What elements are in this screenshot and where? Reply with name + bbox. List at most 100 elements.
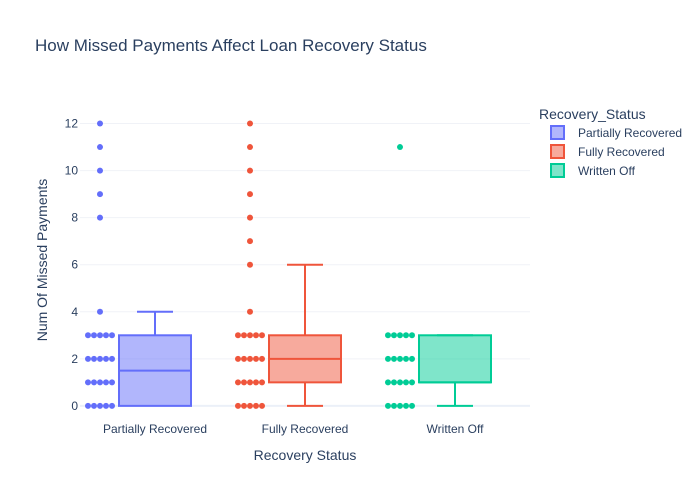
data-point (241, 402, 247, 409)
data-point (259, 379, 265, 386)
data-point (103, 355, 109, 362)
y-tick-label: 6 (71, 258, 78, 272)
data-point (385, 402, 391, 409)
data-point (403, 402, 409, 409)
data-point (97, 355, 103, 362)
data-point (241, 332, 247, 339)
data-point (409, 355, 415, 362)
data-point (403, 332, 409, 339)
data-point (409, 379, 415, 386)
y-tick-label: 2 (71, 352, 78, 366)
data-point (97, 191, 103, 198)
data-point (235, 379, 241, 386)
y-tick-label: 0 (71, 399, 78, 413)
data-point (235, 355, 241, 362)
data-point (109, 332, 115, 339)
y-tick-label: 4 (71, 305, 78, 319)
data-point (391, 402, 397, 409)
legend-label: Written Off (578, 164, 636, 178)
data-point (247, 402, 253, 409)
data-point (247, 355, 253, 362)
box-trace (85, 120, 192, 409)
x-tick-label: Partially Recovered (103, 422, 207, 436)
legend-item: Partially Recovered (550, 125, 682, 140)
legend-item: Written Off (550, 163, 636, 178)
data-point (97, 332, 103, 339)
data-point (97, 308, 103, 315)
x-tick-label: Fully Recovered (262, 422, 349, 436)
data-point (391, 355, 397, 362)
y-tick-label: 10 (65, 164, 79, 178)
y-axis-ticks: 0 2 4 6 8 10 12 (65, 117, 79, 413)
data-point (247, 120, 253, 127)
data-point (253, 402, 259, 409)
data-point (409, 332, 415, 339)
data-point (235, 332, 241, 339)
data-point (397, 379, 403, 386)
data-point (259, 332, 265, 339)
data-point (253, 332, 259, 339)
data-point (397, 144, 403, 151)
box-rect (418, 334, 492, 384)
data-point (103, 332, 109, 339)
chart-title: How Missed Payments Affect Loan Recovery… (35, 36, 427, 55)
data-point (91, 332, 97, 339)
boxes (85, 120, 492, 409)
data-point (247, 144, 253, 151)
data-point (391, 379, 397, 386)
data-point (85, 355, 91, 362)
legend: Recovery_Status Partially Recovered Fully… (539, 106, 682, 178)
data-point (247, 191, 253, 198)
data-point (97, 402, 103, 409)
y-tick-label: 8 (71, 211, 78, 225)
data-point (247, 167, 253, 174)
legend-label: Fully Recovered (578, 145, 665, 159)
data-point (403, 355, 409, 362)
data-point (91, 355, 97, 362)
data-point (397, 355, 403, 362)
data-point (385, 332, 391, 339)
data-point (103, 402, 109, 409)
box-trace (235, 120, 342, 409)
data-point (247, 379, 253, 386)
x-axis-ticks: Partially Recovered Fully Recovered Writte… (103, 422, 484, 436)
data-point (97, 167, 103, 174)
y-tick-label: 12 (65, 117, 79, 131)
x-axis-title: Recovery Status (254, 447, 357, 463)
legend-swatch (550, 125, 565, 140)
data-point (247, 261, 253, 268)
data-point (109, 355, 115, 362)
data-point (97, 214, 103, 221)
data-point (109, 402, 115, 409)
data-point (385, 355, 391, 362)
data-point (247, 332, 253, 339)
legend-label: Partially Recovered (578, 126, 682, 140)
data-point (91, 402, 97, 409)
data-point (247, 214, 253, 221)
data-point (103, 379, 109, 386)
data-point (397, 402, 403, 409)
data-point (97, 120, 103, 127)
x-tick-label: Written Off (427, 422, 485, 436)
data-point (85, 379, 91, 386)
data-point (91, 379, 97, 386)
data-point (259, 355, 265, 362)
data-point (109, 379, 115, 386)
legend-swatch (550, 144, 565, 159)
legend-title: Recovery_Status (539, 106, 646, 122)
data-point (391, 332, 397, 339)
data-point (85, 332, 91, 339)
data-point (241, 355, 247, 362)
data-point (235, 402, 241, 409)
data-point (97, 144, 103, 151)
box-trace (385, 144, 492, 409)
data-point (385, 379, 391, 386)
data-point (397, 332, 403, 339)
data-point (97, 379, 103, 386)
legend-swatch (550, 163, 565, 178)
data-point (253, 379, 259, 386)
data-point (259, 402, 265, 409)
y-axis-title: Num Of Missed Payments (34, 179, 50, 342)
data-point (247, 308, 253, 315)
